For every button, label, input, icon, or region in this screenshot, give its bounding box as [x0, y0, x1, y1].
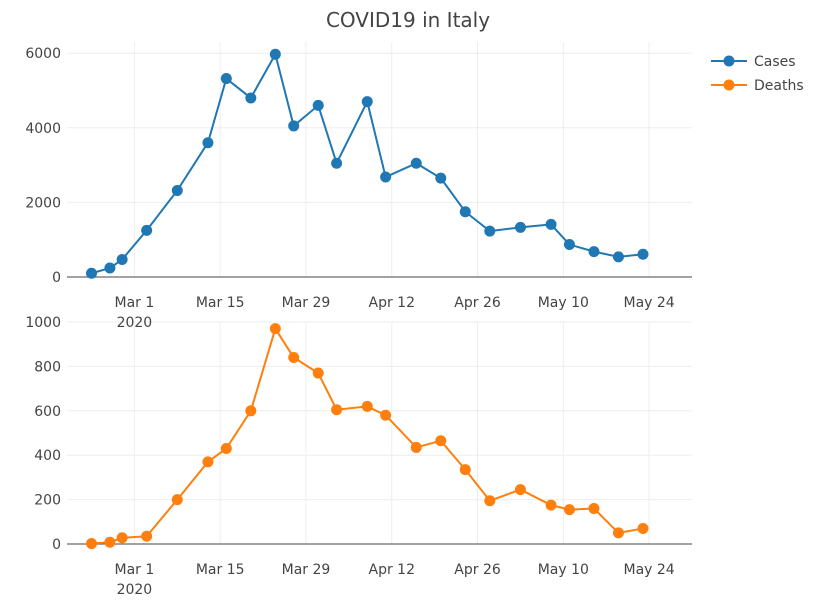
data-point-cases[interactable] [171, 184, 183, 196]
data-point-deaths[interactable] [612, 527, 624, 539]
data-point-cases[interactable] [380, 171, 392, 183]
data-point-deaths[interactable] [288, 352, 300, 364]
x-tick-label: Apr 26 [454, 562, 501, 578]
x-tick-label: Mar 15 [196, 295, 245, 311]
x-tick-label: May 24 [623, 295, 674, 311]
data-point-cases[interactable] [141, 224, 153, 236]
x-tick-label: May 10 [538, 295, 589, 311]
data-point-deaths[interactable] [435, 435, 447, 447]
data-point-cases[interactable] [459, 206, 471, 218]
data-point-cases[interactable] [116, 253, 128, 265]
data-point-cases[interactable] [86, 267, 98, 279]
x-tick-label: Mar 29 [282, 295, 331, 311]
legend-label: Cases [754, 54, 796, 70]
data-point-cases[interactable] [245, 92, 257, 104]
y-tick-label: 200 [34, 493, 61, 509]
data-point-cases[interactable] [435, 172, 447, 184]
y-tick-label: 2000 [25, 195, 61, 211]
data-point-cases[interactable] [588, 246, 600, 258]
y-tick-label: 0 [52, 537, 61, 553]
series-line-deaths [91, 326, 644, 545]
data-point-cases[interactable] [312, 99, 324, 111]
data-point-cases[interactable] [361, 96, 373, 108]
y-tick-label: 800 [34, 359, 61, 375]
legend-item-deaths[interactable]: Deaths [711, 78, 804, 94]
legend-swatch-marker [723, 79, 735, 91]
x-tick-label: Mar 1 [115, 562, 155, 578]
x-tick-label: May 24 [623, 562, 674, 578]
data-point-cases[interactable] [269, 48, 281, 60]
series-layer [86, 48, 649, 550]
data-point-deaths[interactable] [563, 504, 575, 516]
data-point-deaths[interactable] [331, 404, 343, 416]
data-point-cases[interactable] [410, 157, 422, 169]
data-point-deaths[interactable] [116, 532, 128, 544]
data-point-cases[interactable] [104, 262, 116, 274]
x-tick-label: May 10 [538, 562, 589, 578]
data-point-deaths[interactable] [86, 538, 98, 550]
data-point-deaths[interactable] [637, 522, 649, 534]
data-point-cases[interactable] [484, 225, 496, 237]
data-point-cases[interactable] [563, 239, 575, 251]
y-tick-label: 6000 [25, 46, 61, 62]
data-point-cases[interactable] [545, 218, 557, 230]
x-tick-label: Mar 1 [115, 295, 155, 311]
data-point-deaths[interactable] [545, 499, 557, 511]
data-point-deaths[interactable] [380, 409, 392, 421]
legend[interactable]: Cases Deaths [711, 54, 804, 94]
data-point-deaths[interactable] [312, 367, 324, 379]
x-tick-label: Apr 12 [369, 562, 415, 578]
data-point-deaths[interactable] [220, 443, 232, 455]
y-tick-label: 1000 [25, 315, 61, 331]
data-point-deaths[interactable] [245, 405, 257, 417]
data-point-deaths[interactable] [588, 502, 600, 514]
data-point-cases[interactable] [220, 73, 232, 85]
x-year-label: 2020 [117, 315, 153, 331]
x-tick-label: Mar 29 [282, 562, 331, 578]
data-point-cases[interactable] [331, 157, 343, 169]
legend-item-cases[interactable]: Cases [711, 54, 796, 70]
data-point-deaths[interactable] [141, 530, 153, 542]
data-point-cases[interactable] [637, 248, 649, 260]
data-point-cases[interactable] [612, 251, 624, 263]
legend-swatch-marker [723, 55, 735, 67]
data-point-deaths[interactable] [361, 400, 373, 412]
grid-layer [67, 42, 692, 544]
data-point-deaths[interactable] [484, 495, 496, 507]
chart-title: COVID19 in Italy [326, 8, 490, 32]
x-tick-label: Apr 12 [369, 295, 415, 311]
data-point-deaths[interactable] [410, 441, 422, 453]
data-point-deaths[interactable] [171, 494, 183, 506]
data-point-deaths[interactable] [269, 323, 281, 335]
y-tick-label: 0 [52, 270, 61, 286]
x-tick-label: Apr 26 [454, 295, 501, 311]
data-point-cases[interactable] [288, 120, 300, 132]
x-year-label: 2020 [117, 582, 153, 598]
y-tick-label: 600 [34, 404, 61, 420]
data-point-deaths[interactable] [459, 464, 471, 476]
data-point-deaths[interactable] [514, 484, 526, 496]
y-tick-label: 400 [34, 448, 61, 464]
data-point-cases[interactable] [202, 137, 214, 149]
y-tick-label: 4000 [25, 121, 61, 137]
data-point-deaths[interactable] [104, 536, 116, 548]
series-line-cases [91, 51, 644, 275]
data-point-deaths[interactable] [202, 456, 214, 468]
x-tick-label: Mar 15 [196, 562, 245, 578]
data-point-cases[interactable] [514, 221, 526, 233]
legend-label: Deaths [754, 78, 804, 94]
